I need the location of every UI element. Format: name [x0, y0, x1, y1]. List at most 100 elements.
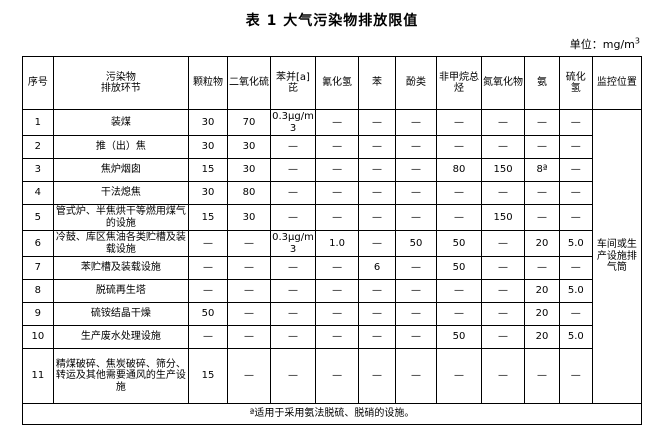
cell-10-0: 15 — [188, 348, 228, 404]
cell-4-2: — — [269, 204, 317, 231]
cell-0-7: — — [481, 109, 526, 136]
cell-0-0: 30 — [188, 109, 228, 136]
cell-6-5: — — [394, 256, 437, 280]
cell-1-9: — — [558, 135, 593, 159]
cell-8-8: 20 — [524, 302, 560, 326]
cell-4-1: 30 — [226, 204, 271, 231]
cell-2-1: 30 — [226, 158, 271, 182]
cell-2-8: 8ª — [524, 158, 560, 182]
cell-6-6: 50 — [435, 256, 483, 280]
cell-5-4: — — [358, 230, 396, 257]
row-source: 装煤 — [52, 109, 190, 136]
cell-10-8: — — [524, 348, 560, 404]
cell-9-3: — — [315, 325, 360, 349]
cell-8-0: 50 — [188, 302, 228, 326]
row-number: 4 — [22, 181, 54, 205]
row-number: 8 — [22, 279, 54, 303]
cell-1-4: — — [358, 135, 396, 159]
row-source: 干法熄焦 — [52, 181, 190, 205]
table-row: 8 脱硫再生塔 — — — — — — — — 20 5.0 — [22, 279, 642, 303]
cell-4-6: — — [435, 204, 483, 231]
header-rownum: 序号 — [22, 56, 54, 110]
cell-3-4: — — [358, 181, 396, 205]
cell-3-7: — — [481, 181, 526, 205]
cell-5-1: — — [226, 230, 271, 257]
cell-10-9: — — [558, 348, 593, 404]
row-source: 脱硫再生塔 — [52, 279, 190, 303]
cell-9-5: — — [394, 325, 437, 349]
cell-0-3: — — [315, 109, 360, 136]
cell-4-0: 15 — [188, 204, 228, 231]
cell-1-8: — — [524, 135, 560, 159]
row-number: 7 — [22, 256, 54, 280]
cell-10-5: — — [394, 348, 437, 404]
cell-9-6: 50 — [435, 325, 483, 349]
cell-7-5: — — [394, 279, 437, 303]
cell-5-9: 5.0 — [558, 230, 593, 257]
page-title: 表 1 大气污染物排放限值 — [245, 13, 419, 29]
row-source: 推（出）焦 — [52, 135, 190, 159]
cell-8-5: — — [394, 302, 437, 326]
cell-0-9: — — [558, 109, 593, 136]
table-row: 6 冷鼓、库区焦油各类贮槽及装载设施 — — 0.3μg/m3 1.0 — 50… — [22, 230, 642, 257]
cell-10-4: — — [358, 348, 396, 404]
cell-7-3: — — [315, 279, 360, 303]
cell-6-8: — — [524, 256, 560, 280]
row-number: 3 — [22, 158, 54, 182]
cell-10-1: — — [226, 348, 271, 404]
cell-8-3: — — [315, 302, 360, 326]
header-col-4: 苯 — [358, 56, 396, 110]
header-col-7: 氮氧化物 — [481, 56, 526, 110]
cell-6-4: 6 — [358, 256, 396, 280]
row-number: 6 — [22, 230, 54, 257]
cell-3-9: — — [558, 181, 593, 205]
header-col-0: 颗粒物 — [188, 56, 228, 110]
cell-1-7: — — [481, 135, 526, 159]
cell-3-6: — — [435, 181, 483, 205]
header-monitor: 监控位置 — [591, 56, 643, 110]
cell-4-5: — — [394, 204, 437, 231]
cell-2-7: 150 — [481, 158, 526, 182]
cell-4-9: — — [558, 204, 593, 231]
cell-6-1: — — [226, 256, 271, 280]
cell-7-8: 20 — [524, 279, 560, 303]
header-col-6: 非甲烷总烃 — [435, 56, 483, 110]
cell-0-6: — — [435, 109, 483, 136]
unit-superscript: 3 — [634, 36, 640, 46]
cell-7-2: — — [269, 279, 317, 303]
cell-7-9: 5.0 — [558, 279, 593, 303]
cell-3-8: — — [524, 181, 560, 205]
cell-4-4: — — [358, 204, 396, 231]
table-row: 1 装煤 30 70 0.3μg/m3 — — — — — — — 车间或生产设… — [22, 109, 643, 404]
cell-9-2: — — [269, 325, 317, 349]
cell-10-2: — — [269, 348, 317, 404]
header-source: 污染物 排放环节 — [52, 56, 190, 110]
cell-7-6: — — [435, 279, 483, 303]
cell-2-5: — — [394, 158, 437, 182]
row-number: 1 — [22, 109, 54, 136]
table-row: 5 管式炉、半焦烘干等燃用煤气的设施 15 30 — — — — — 150 —… — [22, 204, 642, 231]
header-col-8: 氨 — [524, 56, 560, 110]
cell-5-6: 50 — [435, 230, 483, 257]
cell-0-2: 0.3μg/m3 — [269, 109, 317, 136]
row-source: 硫铵结晶干燥 — [52, 302, 190, 326]
cell-8-4: — — [358, 302, 396, 326]
cell-1-6: — — [435, 135, 483, 159]
cell-2-2: — — [269, 158, 317, 182]
cell-9-8: 20 — [524, 325, 560, 349]
table-row: 4 干法熄焦 30 80 — — — — — — — — — [22, 181, 642, 205]
table-note-row: ª适用于采用氨法脱硫、脱硝的设施。 — [22, 403, 642, 425]
row-source: 焦炉烟囱 — [52, 158, 190, 182]
unit-text: 单位：mg/m — [569, 38, 635, 51]
cell-5-7: — — [481, 230, 526, 257]
cell-3-0: 30 — [188, 181, 228, 205]
row-number: 9 — [22, 302, 54, 326]
header-source-line1: 污染物 — [105, 71, 136, 83]
row-source: 苯贮槽及装载设施 — [52, 256, 190, 280]
cell-10-7: — — [481, 348, 526, 404]
table-row: 11 精煤破碎、焦炭破碎、筛分、转运及其他需要通风的生产设施 15 — — — … — [22, 348, 642, 404]
cell-0-1: 70 — [226, 109, 271, 136]
header-col-5: 酚类 — [394, 56, 437, 110]
cell-3-3: — — [315, 181, 360, 205]
cell-5-5: 50 — [394, 230, 437, 257]
